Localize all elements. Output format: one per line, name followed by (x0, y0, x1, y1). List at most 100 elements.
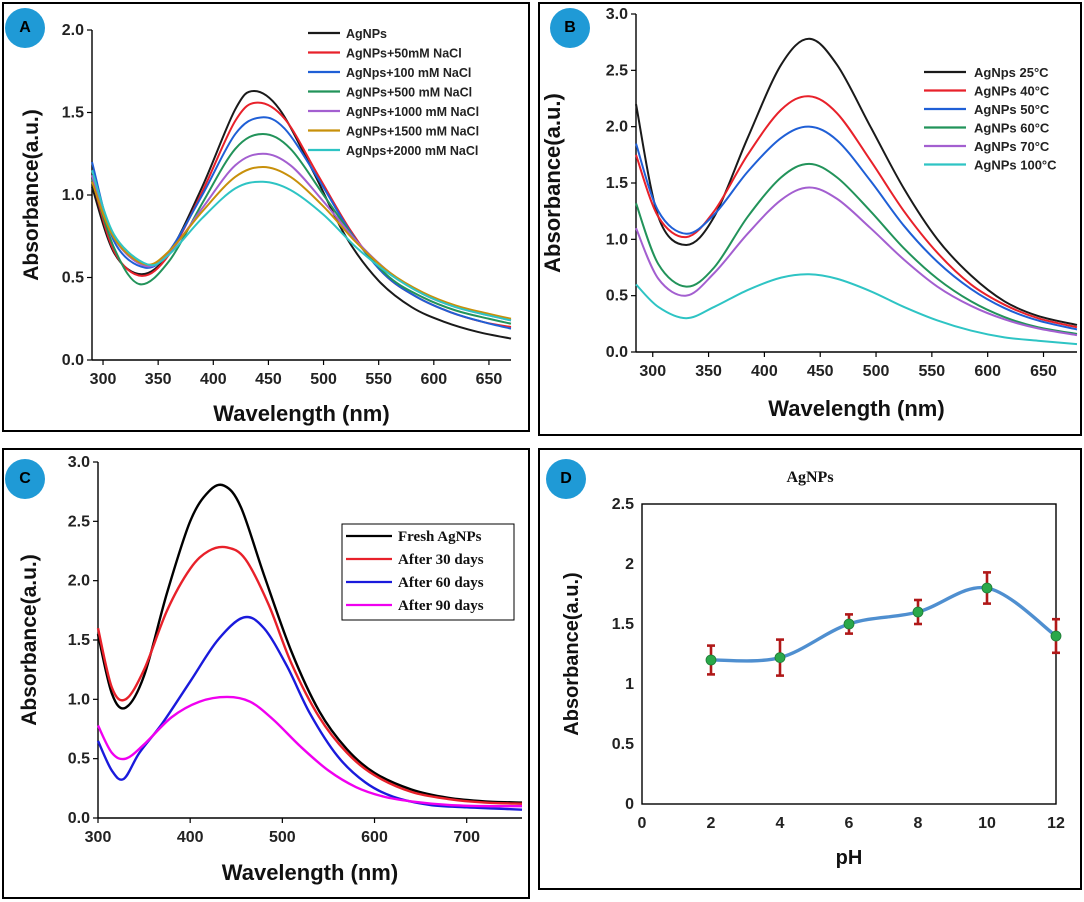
x-tick-label-a: 300 (90, 371, 117, 388)
legend-label-c-2: After 30 days (398, 552, 484, 568)
legend-label-a-1: AgNPs (346, 27, 387, 41)
x-tick-label-a: 600 (420, 371, 447, 388)
series-line-b-5 (635, 186, 1078, 337)
y-tick-label-b: 0.5 (606, 288, 628, 305)
y-tick-label-a: 0.0 (62, 352, 84, 369)
y-tick-label-c: 1.0 (68, 691, 90, 708)
x-tick-label-b: 500 (863, 363, 890, 380)
chart-title-d: AgNPs (786, 469, 833, 486)
y-tick-label-c: 0.5 (68, 751, 90, 768)
panel-c-badge: C (5, 459, 45, 499)
data-point-d (981, 582, 993, 594)
panel-d (538, 448, 1082, 890)
y-tick-label-b: 1.5 (606, 175, 628, 192)
x-tick-label-d: 8 (914, 815, 923, 832)
y-tick-label-a: 1.0 (62, 187, 84, 204)
y-tick-label-c: 1.5 (68, 632, 90, 649)
y-tick-label-a: 1.5 (62, 105, 84, 122)
x-tick-label-a: 350 (145, 371, 172, 388)
y-axis-label-a: Absorbance(a.u.) (20, 109, 43, 281)
legend-label-a-7: AgNps+2000 mM NaCl (346, 144, 478, 158)
x-tick-label-a: 650 (476, 371, 503, 388)
legend-label-b-4: AgNPs 60°C (974, 121, 1050, 136)
x-tick-label-d: 12 (1047, 815, 1065, 832)
y-axis-label-b: Absorbance(a.u.) (540, 93, 565, 273)
y-axis-label-c: Absorbance(a.u.) (18, 554, 41, 726)
x-tick-label-d: 4 (776, 815, 785, 832)
data-point-d (774, 652, 786, 663)
y-tick-label-c: 2.0 (68, 573, 90, 590)
series-line-b-1 (635, 37, 1078, 326)
x-tick-label-d: 2 (707, 815, 716, 832)
legend-label-b-1: AgNps 25°C (974, 65, 1049, 80)
x-tick-label-c: 500 (269, 829, 296, 846)
x-tick-label-b: 550 (919, 363, 946, 380)
legend-label-a-2: AgNPs+50mM NaCl (346, 47, 462, 61)
series-line-b-4 (635, 162, 1078, 335)
legend-label-c-1: Fresh AgNPs (398, 529, 482, 545)
x-tick-label-a: 400 (200, 371, 227, 388)
y-tick-label-d: 1 (625, 676, 634, 693)
y-tick-label-c: 0.0 (68, 810, 90, 827)
x-axis-label-d: pH (836, 847, 863, 869)
x-tick-label-c: 700 (453, 829, 480, 846)
x-tick-label-b: 400 (751, 363, 778, 380)
x-tick-label-d: 10 (978, 815, 996, 832)
x-tick-label-b: 650 (1030, 363, 1057, 380)
y-axis-label-d: Absorbance(a.u.) (561, 572, 583, 735)
series-line-d (709, 585, 1058, 663)
y-tick-label-d: 2.5 (612, 496, 634, 513)
x-tick-label-b: 300 (639, 363, 666, 380)
y-tick-label-a: 0.5 (62, 270, 84, 287)
series-line-a-3 (91, 116, 512, 330)
series-line-a-4 (91, 132, 512, 325)
series-line-a-6 (91, 165, 512, 320)
data-point-d (1050, 630, 1062, 642)
y-tick-label-b: 1.0 (606, 231, 628, 248)
y-tick-label-b: 2.5 (606, 62, 628, 79)
legend-label-a-5: AgNPs+1000 mM NaCl (346, 105, 479, 119)
series-line-b-6 (635, 273, 1078, 346)
series-line-c-1 (96, 483, 523, 804)
x-axis-label-c: Wavelength (nm) (222, 860, 398, 885)
y-tick-label-b: 3.0 (606, 6, 628, 23)
legend-label-a-4: AgNPs+500 mM NaCl (346, 86, 472, 100)
chart-a: 0.0 0.5 1.0 1.5 2.0 300 350 400 450 500 550 600 650 W… (20, 22, 512, 426)
x-axis-label-b: Wavelength (nm) (768, 396, 944, 421)
series-line-b-2 (635, 95, 1078, 329)
x-tick-label-a: 450 (255, 371, 282, 388)
chart-d: 0 0.5 1 1.5 2 2.5 0 2 4 6 8 10 12 pH Absorbance(a.u.) A… (561, 469, 1065, 869)
panel-d-badge: D (546, 459, 586, 499)
legend-label-a-3: AgNps+100 mM NaCl (346, 66, 471, 80)
legend-label-c-4: After 90 days (398, 598, 484, 614)
panel-a-badge: A (5, 8, 45, 48)
plot-frame-d (641, 503, 1057, 805)
y-tick-label-b: 2.0 (606, 119, 628, 136)
legend-label-b-2: AgNPs 40°C (974, 84, 1050, 99)
data-point-d (705, 654, 717, 666)
y-tick-label-c: 3.0 (68, 454, 90, 471)
x-tick-label-c: 300 (85, 829, 112, 846)
x-tick-label-a: 500 (310, 371, 337, 388)
x-tick-label-b: 350 (695, 363, 722, 380)
y-tick-label-a: 2.0 (62, 22, 84, 39)
panel-b (538, 2, 1082, 436)
x-tick-label-b: 450 (807, 363, 834, 380)
series-line-c-2 (96, 545, 523, 805)
series-line-a-1 (91, 90, 512, 340)
series-line-c-3 (96, 615, 523, 811)
chart-c: 0.0 0.5 1.0 1.5 2.0 2.5 3.0 300 400 500 600 700 Wave… (18, 454, 523, 885)
panel-b-badge: B (550, 8, 590, 48)
legend-label-b-5: AgNPs 70°C (974, 139, 1050, 154)
series-line-a-7 (91, 169, 512, 322)
y-tick-label-d: 2 (625, 556, 634, 573)
x-tick-label-b: 600 (974, 363, 1001, 380)
legend-label-b-3: AgNPs 50°C (974, 102, 1050, 117)
legend-label-c-3: After 60 days (398, 575, 484, 591)
series-line-a-5 (91, 152, 512, 322)
y-tick-label-d: 1.5 (612, 616, 634, 633)
y-tick-label-b: 0.0 (606, 344, 628, 361)
data-point-d (912, 606, 924, 618)
x-axis-label-a: Wavelength (nm) (213, 401, 389, 426)
x-tick-label-c: 400 (177, 829, 204, 846)
